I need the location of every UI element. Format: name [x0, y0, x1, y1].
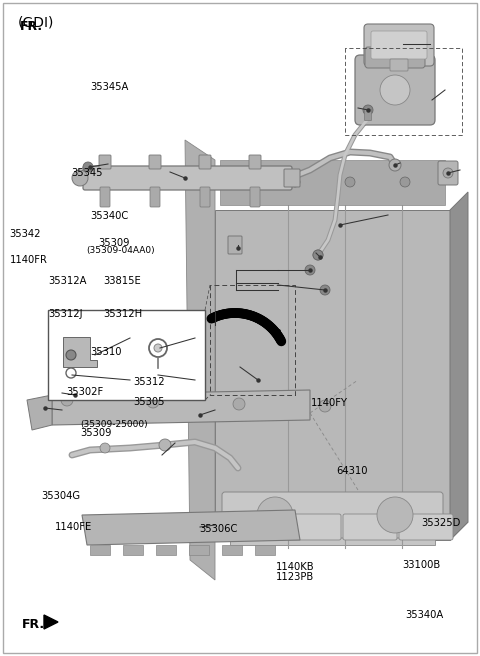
Text: (GDI): (GDI): [18, 15, 54, 29]
Circle shape: [377, 497, 413, 533]
Polygon shape: [215, 522, 468, 540]
Circle shape: [389, 159, 401, 171]
Text: 35306C: 35306C: [199, 523, 238, 534]
Polygon shape: [82, 510, 300, 545]
Bar: [230, 510, 435, 545]
Polygon shape: [44, 615, 58, 629]
Circle shape: [320, 285, 330, 295]
Text: 35309: 35309: [81, 428, 112, 438]
Circle shape: [61, 394, 73, 406]
Circle shape: [66, 350, 76, 360]
Circle shape: [72, 170, 88, 186]
FancyBboxPatch shape: [365, 47, 425, 68]
Text: FR.: FR.: [22, 619, 45, 632]
Circle shape: [233, 398, 245, 410]
Text: 1140KB: 1140KB: [276, 562, 314, 573]
Circle shape: [147, 396, 159, 408]
Text: 33815E: 33815E: [103, 276, 141, 286]
FancyBboxPatch shape: [231, 514, 285, 540]
Circle shape: [313, 250, 323, 260]
Bar: [123, 545, 143, 555]
FancyBboxPatch shape: [364, 24, 434, 66]
Circle shape: [313, 250, 323, 260]
Text: 35304G: 35304G: [41, 491, 80, 501]
Polygon shape: [63, 337, 97, 367]
FancyBboxPatch shape: [390, 59, 408, 71]
Text: 1140FY: 1140FY: [311, 398, 348, 408]
Text: 35345A: 35345A: [90, 81, 129, 92]
Bar: [215, 210, 450, 540]
Text: 35340A: 35340A: [406, 610, 444, 621]
Text: 35305: 35305: [133, 397, 165, 407]
FancyBboxPatch shape: [100, 187, 110, 207]
FancyBboxPatch shape: [250, 187, 260, 207]
Bar: [90, 545, 110, 555]
FancyBboxPatch shape: [364, 110, 372, 121]
Text: FR.: FR.: [20, 20, 43, 33]
FancyBboxPatch shape: [150, 187, 160, 207]
FancyBboxPatch shape: [343, 514, 397, 540]
Text: 1140FR: 1140FR: [10, 255, 48, 265]
Text: 35312J: 35312J: [48, 308, 83, 319]
Circle shape: [345, 177, 355, 187]
Circle shape: [257, 497, 293, 533]
FancyBboxPatch shape: [222, 492, 443, 538]
Circle shape: [154, 344, 162, 352]
Bar: [156, 545, 176, 555]
Text: 35312H: 35312H: [103, 308, 143, 319]
Text: 35312: 35312: [133, 377, 165, 388]
FancyBboxPatch shape: [99, 155, 111, 169]
Circle shape: [305, 265, 315, 275]
Text: 33100B: 33100B: [402, 560, 441, 571]
FancyBboxPatch shape: [355, 55, 435, 125]
FancyBboxPatch shape: [284, 169, 300, 187]
Text: 35340C: 35340C: [90, 211, 129, 222]
Circle shape: [235, 177, 245, 187]
FancyBboxPatch shape: [149, 155, 161, 169]
FancyBboxPatch shape: [199, 155, 211, 169]
FancyBboxPatch shape: [249, 155, 261, 169]
Text: 35302F: 35302F: [66, 387, 104, 398]
Text: 35310: 35310: [90, 347, 122, 358]
Text: 35342: 35342: [10, 228, 41, 239]
Text: 1140FE: 1140FE: [55, 522, 93, 532]
FancyBboxPatch shape: [438, 161, 458, 185]
FancyBboxPatch shape: [83, 166, 292, 190]
Text: 35309: 35309: [98, 237, 130, 248]
Bar: [222, 545, 242, 555]
Circle shape: [380, 75, 410, 105]
FancyBboxPatch shape: [399, 514, 453, 540]
FancyBboxPatch shape: [228, 236, 242, 254]
Text: 35345: 35345: [71, 167, 103, 178]
Polygon shape: [450, 192, 468, 540]
Circle shape: [100, 443, 110, 453]
Text: 1123PB: 1123PB: [276, 572, 314, 583]
Circle shape: [443, 168, 453, 178]
Circle shape: [319, 400, 331, 412]
Circle shape: [363, 105, 373, 115]
Circle shape: [400, 177, 410, 187]
Bar: [48, 310, 205, 400]
Polygon shape: [52, 390, 310, 425]
FancyBboxPatch shape: [287, 514, 341, 540]
Text: 64310: 64310: [336, 466, 368, 476]
Text: (35309-25000): (35309-25000): [81, 420, 148, 429]
Circle shape: [159, 439, 171, 451]
Circle shape: [290, 177, 300, 187]
Circle shape: [83, 162, 93, 172]
Bar: [189, 545, 209, 555]
Text: 35312A: 35312A: [48, 276, 86, 286]
FancyBboxPatch shape: [200, 187, 210, 207]
Bar: [255, 545, 275, 555]
Bar: [220, 160, 445, 205]
Text: (35309-04AA0): (35309-04AA0): [86, 246, 155, 255]
Polygon shape: [27, 395, 52, 430]
FancyBboxPatch shape: [371, 31, 427, 59]
Text: 35325D: 35325D: [421, 518, 461, 529]
Polygon shape: [185, 140, 215, 580]
